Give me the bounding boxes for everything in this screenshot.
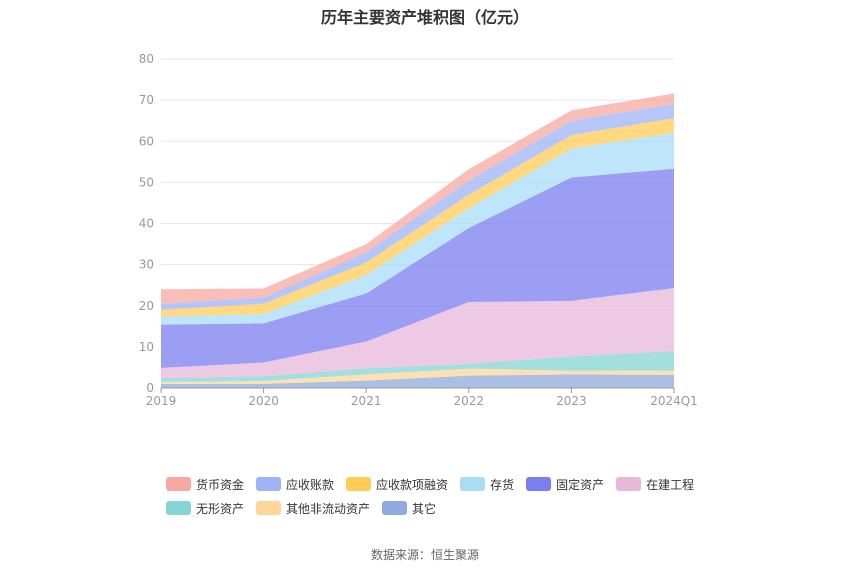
legend-swatch <box>166 477 191 491</box>
y-tick-label: 10 <box>139 340 154 354</box>
legend-label: 在建工程 <box>646 477 695 492</box>
legend-label: 固定资产 <box>556 477 605 492</box>
area-series-7 <box>161 103 674 310</box>
source-note: 数据来源：恒生聚源 <box>370 548 479 562</box>
legend-item[interactable]: 应收账款 <box>256 476 334 493</box>
legend-swatch <box>616 477 642 491</box>
legend-label: 应收账款 <box>286 477 335 492</box>
area-series-0 <box>161 374 674 388</box>
x-tick-label: 2024Q1 <box>650 394 698 408</box>
y-tick-label: 60 <box>139 134 154 148</box>
legend-item[interactable]: 在建工程 <box>616 476 694 493</box>
area-series-6 <box>161 118 674 317</box>
legend-swatch <box>346 477 372 491</box>
legend-label: 应收款项融资 <box>376 477 449 492</box>
area-series-3 <box>161 288 674 379</box>
legend-item[interactable]: 货币资金 <box>166 476 244 493</box>
area-series-2 <box>161 350 674 382</box>
area-series-1 <box>161 368 674 384</box>
area-layer <box>161 93 674 388</box>
legend-item[interactable]: 存货 <box>460 476 514 493</box>
area-series-5 <box>161 132 674 325</box>
legend-item[interactable]: 应收款项融资 <box>346 476 448 493</box>
legend-row-2: 无形资产 其他非流动资产 其它 <box>166 496 726 520</box>
legend-swatch <box>382 501 408 515</box>
legend-label: 其它 <box>412 501 437 516</box>
legend-swatch <box>256 501 282 515</box>
x-tick-label: 2022 <box>454 394 485 408</box>
axis-layer: 0 10 20 30 40 50 60 70 80 2019 2020 2021 2022 2023 202… <box>139 52 698 408</box>
y-tick-label: 20 <box>139 299 154 313</box>
legend-swatch <box>256 477 282 491</box>
legend-row-1: 货币资金 应收账款 应收款项融资 存货 固定资产 在建工程 <box>166 472 726 496</box>
y-tick-label: 30 <box>139 258 154 272</box>
y-tick-label: 80 <box>139 52 154 66</box>
legend-item[interactable]: 固定资产 <box>526 476 604 493</box>
x-tick-label: 2021 <box>351 394 382 408</box>
y-tick-label: 40 <box>139 217 154 231</box>
legend-item[interactable]: 其他非流动资产 <box>256 500 370 517</box>
area-series-4 <box>161 168 674 368</box>
y-tick-label: 0 <box>146 381 154 395</box>
legend-label: 货币资金 <box>196 477 245 492</box>
legend-item[interactable]: 无形资产 <box>166 500 244 517</box>
x-tick-label: 2023 <box>556 394 587 408</box>
legend-swatch <box>166 501 191 515</box>
chart-title: 历年主要资产堆积图（亿元） <box>320 8 529 27</box>
y-tick-label: 70 <box>139 93 154 107</box>
x-tick-label: 2020 <box>248 394 279 408</box>
legend-swatch <box>526 477 552 491</box>
legend-label: 无形资产 <box>196 501 245 516</box>
y-tick-label: 50 <box>139 175 154 189</box>
legend-label: 其他非流动资产 <box>286 501 371 516</box>
legend-label: 存货 <box>490 477 515 492</box>
legend: 货币资金 应收账款 应收款项融资 存货 固定资产 在建工程 无形资产 其他非流动资产 其它 <box>166 472 726 520</box>
x-tick-label: 2019 <box>146 394 177 408</box>
legend-swatch <box>460 477 486 491</box>
legend-item[interactable]: 其它 <box>382 500 436 517</box>
